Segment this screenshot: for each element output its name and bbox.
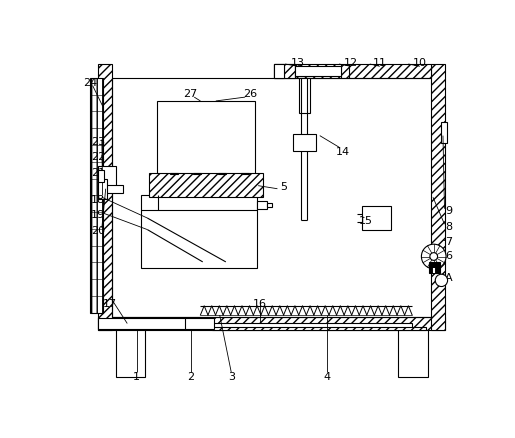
Circle shape [430,253,438,261]
Text: 8: 8 [445,221,452,231]
Bar [362,207,391,230]
Bar [273,65,284,79]
Text: 2: 2 [187,371,195,381]
Text: 15: 15 [359,216,373,226]
Text: 3: 3 [228,371,235,381]
Bar [185,318,214,329]
Text: 5: 5 [280,181,287,191]
Bar [98,185,123,193]
Bar [441,123,447,144]
Bar [218,173,226,175]
Text: 1: 1 [133,371,140,381]
Text: 14: 14 [336,147,350,157]
Text: 11: 11 [373,58,387,68]
Bar [112,318,189,329]
Text: 17: 17 [102,299,116,309]
Bar [293,135,316,152]
Bar [90,79,102,313]
Bar [98,167,116,186]
Bar [98,65,112,331]
Circle shape [435,275,448,287]
Text: 18: 18 [91,194,105,204]
Text: 26: 26 [244,89,258,99]
Text: 13: 13 [291,58,305,68]
Text: 7: 7 [445,237,452,247]
Bar [256,201,267,209]
Bar [398,331,427,377]
Circle shape [421,244,446,269]
Bar [141,195,256,268]
Text: 27: 27 [183,89,198,99]
Bar [267,203,272,208]
Bar [157,102,255,175]
Text: 16: 16 [253,299,267,309]
Bar [212,324,412,329]
Bar [212,328,426,331]
Bar [295,67,341,76]
Text: 6: 6 [445,251,452,260]
Bar [194,173,201,175]
Bar [273,65,432,79]
Text: 10: 10 [413,58,427,68]
Bar [429,262,440,273]
Bar [98,317,445,331]
Bar [116,331,145,377]
Bar [98,318,198,329]
Text: 9: 9 [445,206,452,216]
Text: 21: 21 [91,167,105,177]
Text: 24: 24 [83,78,97,88]
Text: 23: 23 [91,137,105,147]
Text: 4: 4 [324,371,331,381]
Bar [241,173,249,175]
Text: A: A [444,272,452,282]
Bar [98,179,107,199]
Text: 19: 19 [91,210,105,219]
Bar [432,65,445,331]
Bar [98,171,104,182]
Bar [170,173,178,175]
Bar [273,65,295,79]
Text: 22: 22 [91,152,105,162]
Bar [149,173,263,198]
Text: 12: 12 [344,58,357,68]
Bar [299,79,310,113]
Text: 20: 20 [91,225,105,235]
